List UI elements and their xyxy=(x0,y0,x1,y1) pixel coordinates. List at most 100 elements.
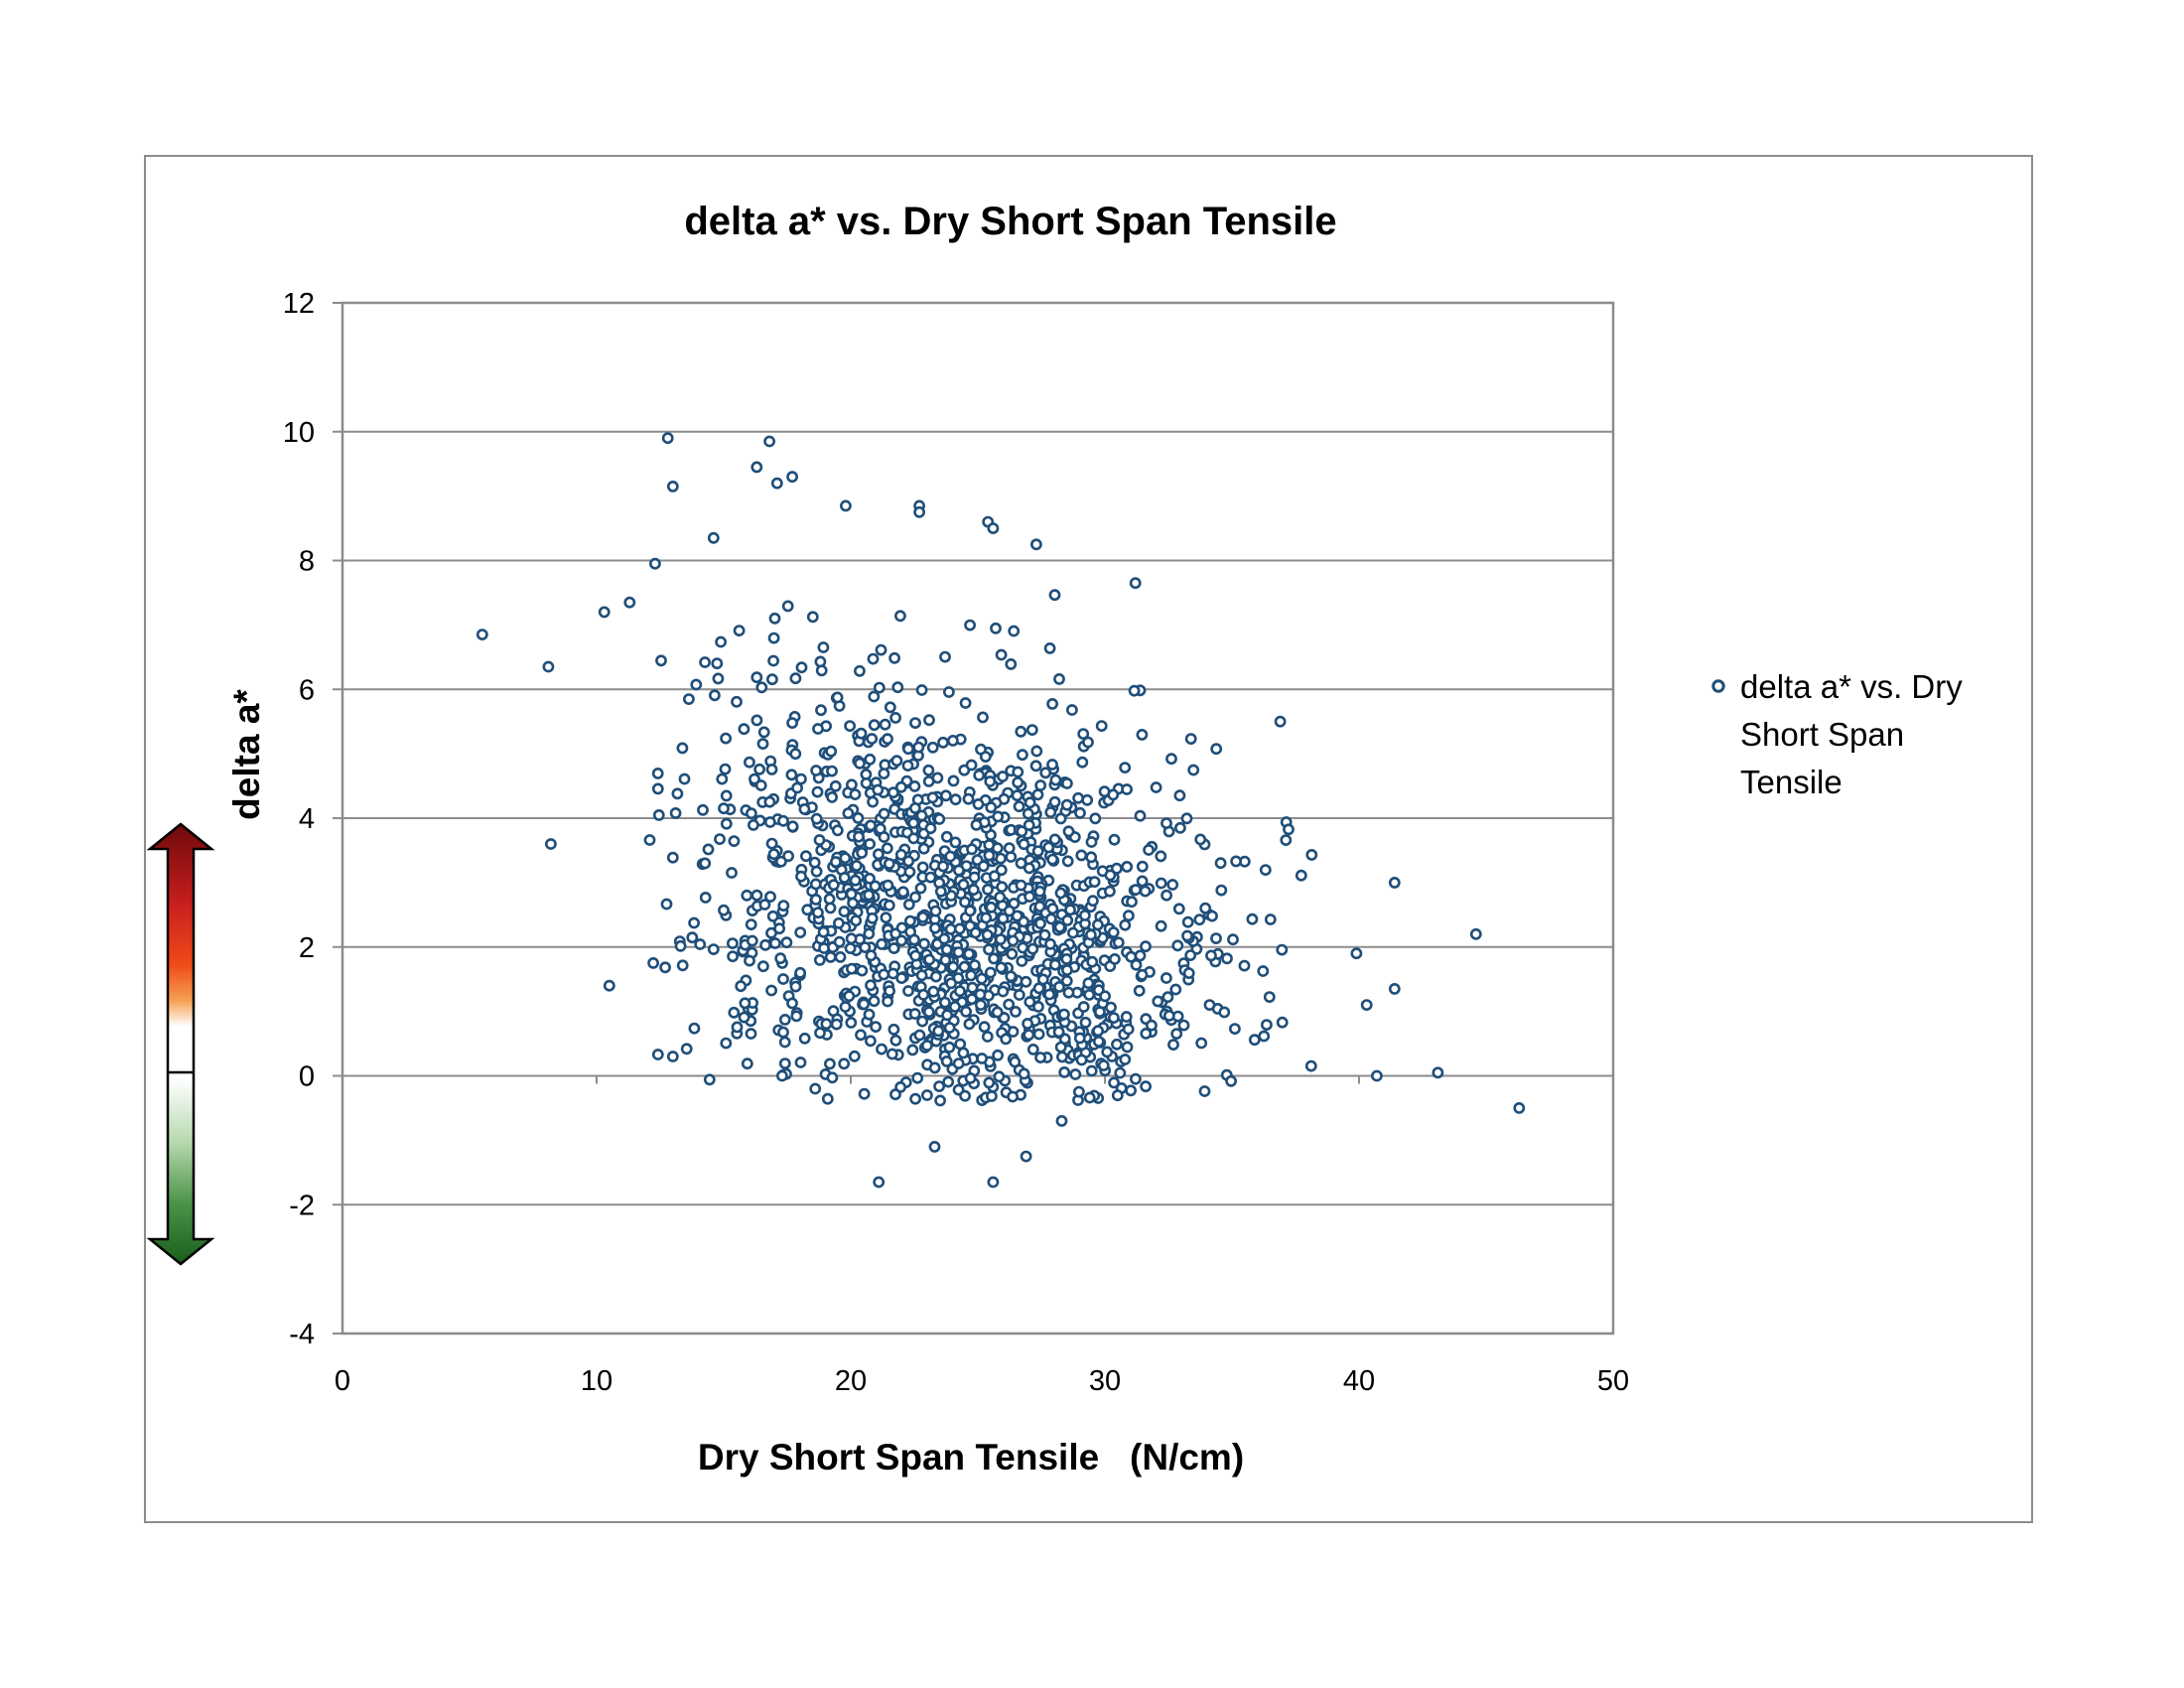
data-point xyxy=(887,967,899,980)
data-point xyxy=(1000,1033,1013,1046)
data-point xyxy=(811,785,824,798)
data-point xyxy=(963,1018,976,1031)
data-point xyxy=(1092,1025,1104,1038)
data-point xyxy=(1061,855,1074,868)
data-point xyxy=(669,807,682,819)
data-point xyxy=(1140,1080,1152,1093)
data-point xyxy=(1136,729,1149,741)
data-point xyxy=(865,979,877,992)
data-point xyxy=(727,937,739,949)
data-point xyxy=(963,947,975,960)
data-point xyxy=(810,894,822,906)
data-point xyxy=(1174,821,1186,834)
data-point xyxy=(928,1061,941,1074)
data-point xyxy=(891,681,904,694)
data-point xyxy=(778,1014,791,1026)
data-point xyxy=(895,972,908,984)
data-point xyxy=(1053,981,1065,993)
data-point xyxy=(1061,914,1074,926)
data-point xyxy=(765,764,778,775)
data-point xyxy=(1104,885,1116,898)
data-point xyxy=(794,926,807,938)
data-point xyxy=(922,1006,935,1019)
data-point xyxy=(764,891,776,903)
data-point xyxy=(833,935,846,948)
data-point xyxy=(1031,845,1044,858)
data-point xyxy=(982,883,994,896)
data-point xyxy=(707,943,720,955)
data-point xyxy=(984,966,997,979)
data-point xyxy=(872,783,885,796)
data-point xyxy=(977,711,989,724)
data-point xyxy=(795,661,808,674)
data-point xyxy=(1238,959,1251,972)
data-point xyxy=(1049,958,1061,971)
data-point xyxy=(1005,658,1018,670)
data-point xyxy=(1018,838,1030,851)
data-point xyxy=(690,678,703,691)
data-point xyxy=(1182,967,1195,979)
data-point xyxy=(1073,1032,1086,1045)
legend-marker-icon xyxy=(1711,679,1725,693)
data-point xyxy=(993,1070,1006,1083)
data-point xyxy=(801,904,814,916)
data-point xyxy=(716,773,729,785)
data-point xyxy=(1160,889,1172,902)
data-point xyxy=(651,782,664,795)
data-point xyxy=(786,820,799,833)
data-point xyxy=(798,803,811,815)
data-points xyxy=(476,432,1526,1189)
data-point xyxy=(728,1006,741,1019)
data-point xyxy=(830,856,842,868)
data-point xyxy=(846,778,858,791)
y-axis-ticks: -4 -2 0 2 4 6 8 10 12 xyxy=(283,288,342,1350)
y-tick-label: -2 xyxy=(289,1190,315,1221)
data-point xyxy=(659,961,671,974)
data-point xyxy=(922,764,935,776)
data-point xyxy=(1128,684,1141,697)
data-point xyxy=(942,1075,955,1088)
data-point xyxy=(1034,1052,1046,1063)
data-point xyxy=(746,807,757,820)
data-point xyxy=(869,880,882,893)
data-point xyxy=(1350,947,1363,960)
data-point xyxy=(623,596,636,609)
data-point xyxy=(854,757,866,770)
x-tick-label: 0 xyxy=(335,1365,350,1397)
data-point xyxy=(655,654,667,667)
data-point xyxy=(765,837,778,850)
data-point xyxy=(929,905,942,917)
data-point xyxy=(1109,953,1121,965)
data-point xyxy=(913,505,925,518)
data-point xyxy=(786,997,798,1010)
data-point xyxy=(666,480,679,492)
data-point xyxy=(1048,795,1061,808)
data-point xyxy=(774,952,787,965)
data-point xyxy=(1264,914,1277,925)
data-point xyxy=(744,756,755,769)
data-point xyxy=(1064,904,1076,916)
data-point xyxy=(769,937,781,949)
data-point xyxy=(660,898,673,911)
data-point xyxy=(815,704,827,717)
data-point xyxy=(1012,766,1024,778)
data-point xyxy=(794,966,806,979)
data-point xyxy=(1258,1030,1271,1043)
data-point xyxy=(1022,807,1034,820)
data-point xyxy=(966,993,978,1006)
data-point xyxy=(813,954,826,966)
data-point xyxy=(767,654,779,667)
data-point xyxy=(1033,885,1046,898)
data-point xyxy=(1034,917,1046,929)
data-point xyxy=(1120,1011,1133,1023)
data-point xyxy=(651,768,664,779)
data-point xyxy=(890,755,903,768)
data-point xyxy=(986,1090,998,1102)
data-point xyxy=(748,819,759,831)
data-point xyxy=(874,822,887,835)
data-point xyxy=(1023,819,1035,831)
data-point xyxy=(647,957,659,969)
data-point xyxy=(756,738,769,750)
data-point xyxy=(1044,937,1056,950)
